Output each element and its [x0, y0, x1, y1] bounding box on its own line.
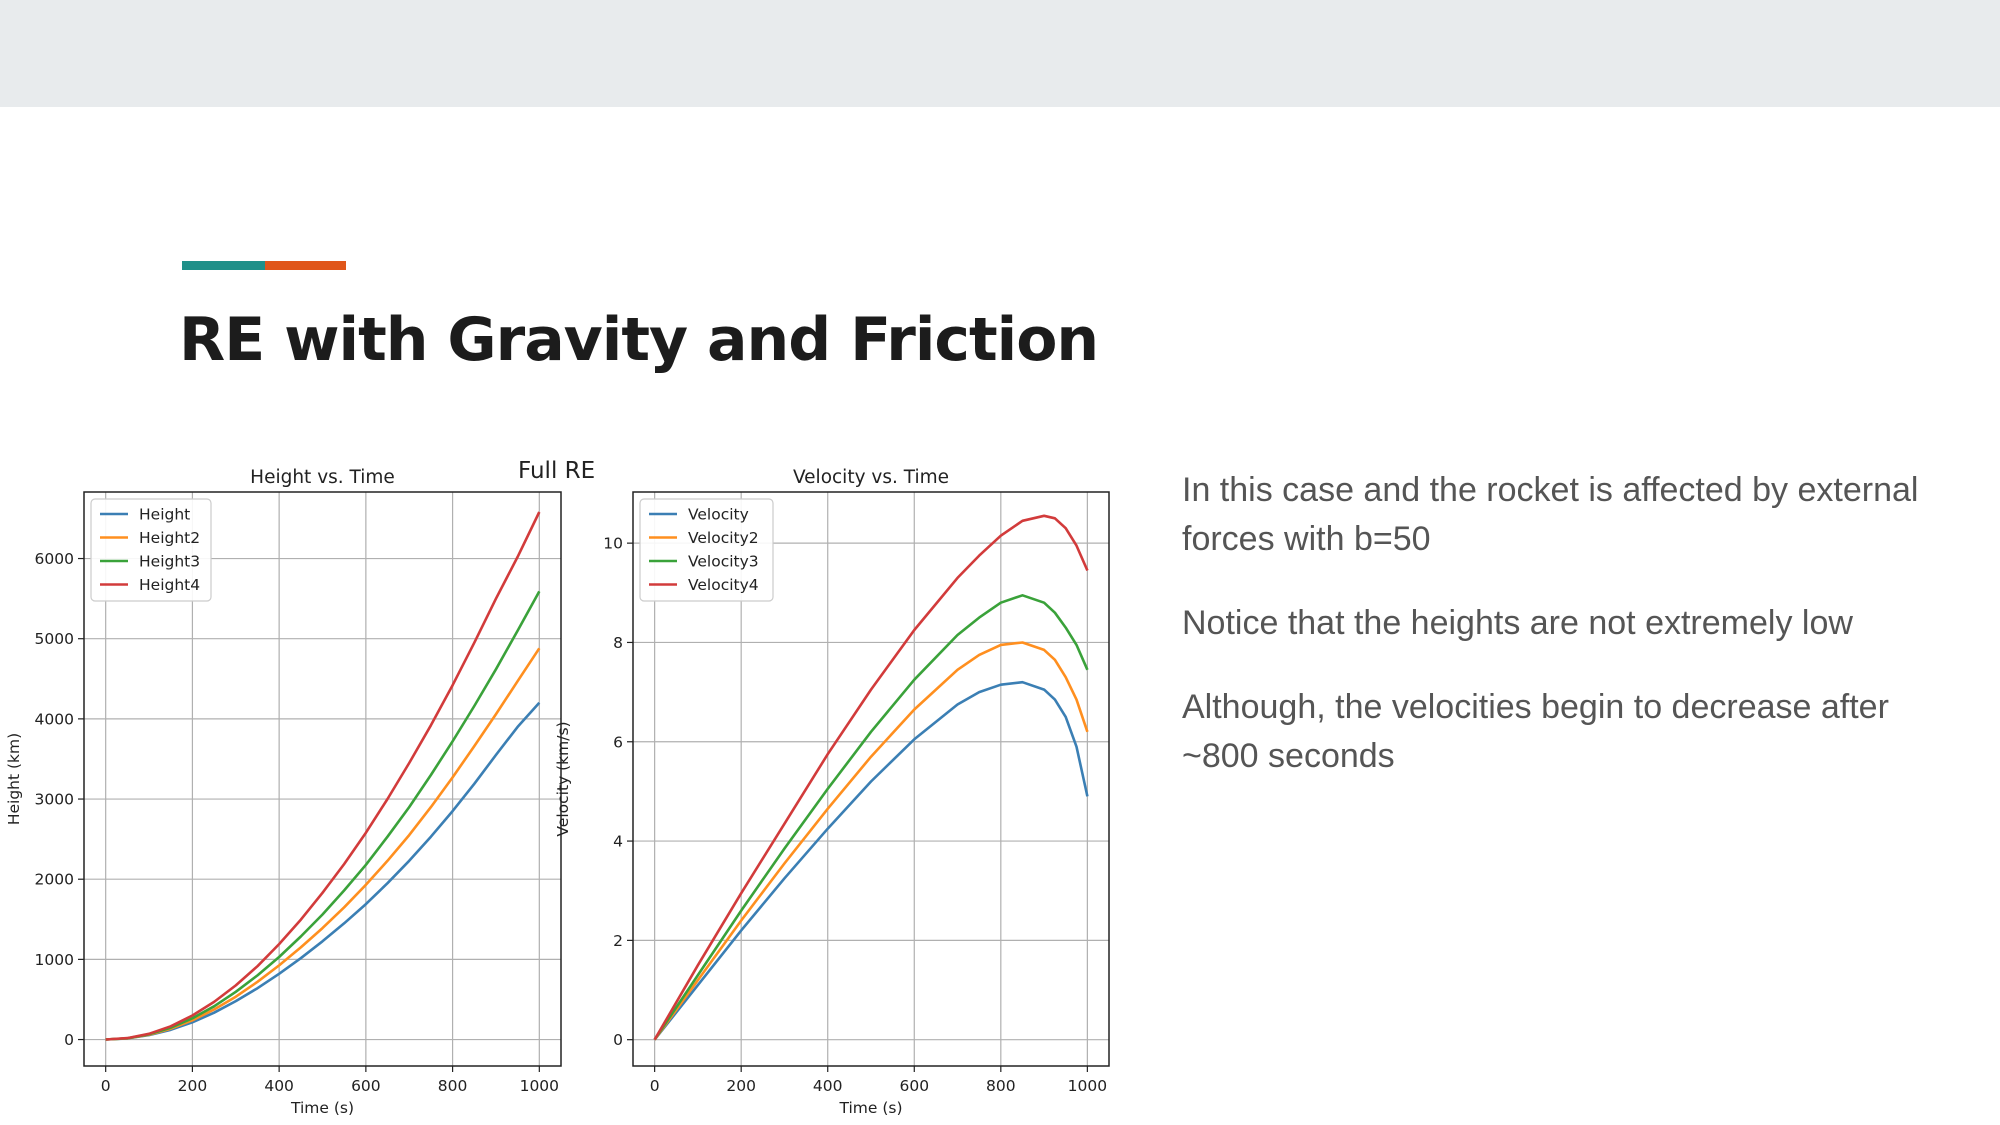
series-line-height — [105, 701, 541, 1041]
x-tick-label: 0 — [650, 1077, 660, 1095]
body-text: In this case and the rocket is affected … — [1182, 466, 1942, 816]
legend-label: Height4 — [139, 576, 200, 594]
y-tick-label: 3000 — [35, 791, 74, 809]
y-tick-label: 5000 — [35, 630, 74, 648]
x-tick-label: 200 — [726, 1077, 756, 1095]
y-tick-label: 4 — [613, 833, 623, 851]
legend-label: Velocity3 — [688, 553, 759, 571]
accent-bar-orange — [265, 261, 346, 270]
y-tick-label: 0 — [613, 1031, 623, 1049]
x-tick-label: 1000 — [520, 1077, 559, 1095]
paragraph-3: Although, the velocities begin to decrea… — [1182, 688, 1889, 775]
x-tick-label: 200 — [178, 1077, 208, 1095]
x-tick-label: 800 — [986, 1077, 1016, 1095]
legend-box-velocity — [639, 498, 774, 602]
x-tick-label: 800 — [438, 1077, 468, 1095]
y-axis-label-velocity: Velocity (km/s) — [554, 721, 572, 836]
x-tick-label: 400 — [264, 1077, 294, 1095]
accent-bar-teal — [182, 261, 265, 270]
series-line-velocity4 — [653, 514, 1089, 1041]
series-line-height4 — [105, 511, 541, 1041]
y-tick-label: 1000 — [35, 951, 74, 969]
x-tick-label: 600 — [351, 1077, 381, 1095]
y-tick-label: 10 — [603, 535, 623, 553]
chart-title-velocity: Velocity vs. Time — [793, 467, 949, 488]
legend-box-height — [90, 498, 212, 602]
chart-title-height: Height vs. Time — [250, 467, 395, 488]
legend-label: Velocity — [688, 506, 749, 524]
series-line-velocity2 — [653, 641, 1089, 1041]
legend-label: Height3 — [139, 553, 200, 571]
x-tick-label: 1000 — [1068, 1077, 1107, 1095]
figure-label: Full RE — [518, 458, 596, 484]
legend-label: Height — [139, 506, 190, 524]
paragraph-2: Notice that the heights are not extremel… — [1182, 604, 1853, 642]
legend-label: Velocity2 — [688, 529, 759, 547]
x-tick-label: 0 — [101, 1077, 111, 1095]
y-axis-label-height: Height (km) — [5, 733, 23, 825]
x-axis-label-velocity: Time (s) — [838, 1099, 902, 1117]
plot-frame-height — [83, 491, 562, 1067]
y-tick-label: 6000 — [35, 550, 74, 568]
slide-title: RE with Gravity and Friction — [179, 305, 1099, 375]
plot-frame-velocity — [632, 491, 1110, 1067]
x-tick-label: 400 — [813, 1077, 843, 1095]
y-tick-label: 2000 — [35, 871, 74, 889]
paragraph-1: In this case and the rocket is affected … — [1182, 471, 1919, 558]
y-tick-label: 2 — [613, 932, 623, 950]
legend-label: Velocity4 — [688, 576, 759, 594]
top-band — [0, 0, 2000, 107]
y-tick-label: 4000 — [35, 710, 74, 728]
y-tick-label: 8 — [613, 634, 623, 652]
x-tick-label: 600 — [899, 1077, 929, 1095]
y-tick-label: 6 — [613, 733, 623, 751]
series-line-velocity3 — [653, 593, 1089, 1041]
series-line-height3 — [105, 590, 541, 1041]
x-axis-label-height: Time (s) — [290, 1099, 354, 1117]
legend-label: Height2 — [139, 529, 200, 547]
series-line-velocity — [653, 680, 1089, 1041]
y-tick-label: 0 — [64, 1031, 74, 1049]
